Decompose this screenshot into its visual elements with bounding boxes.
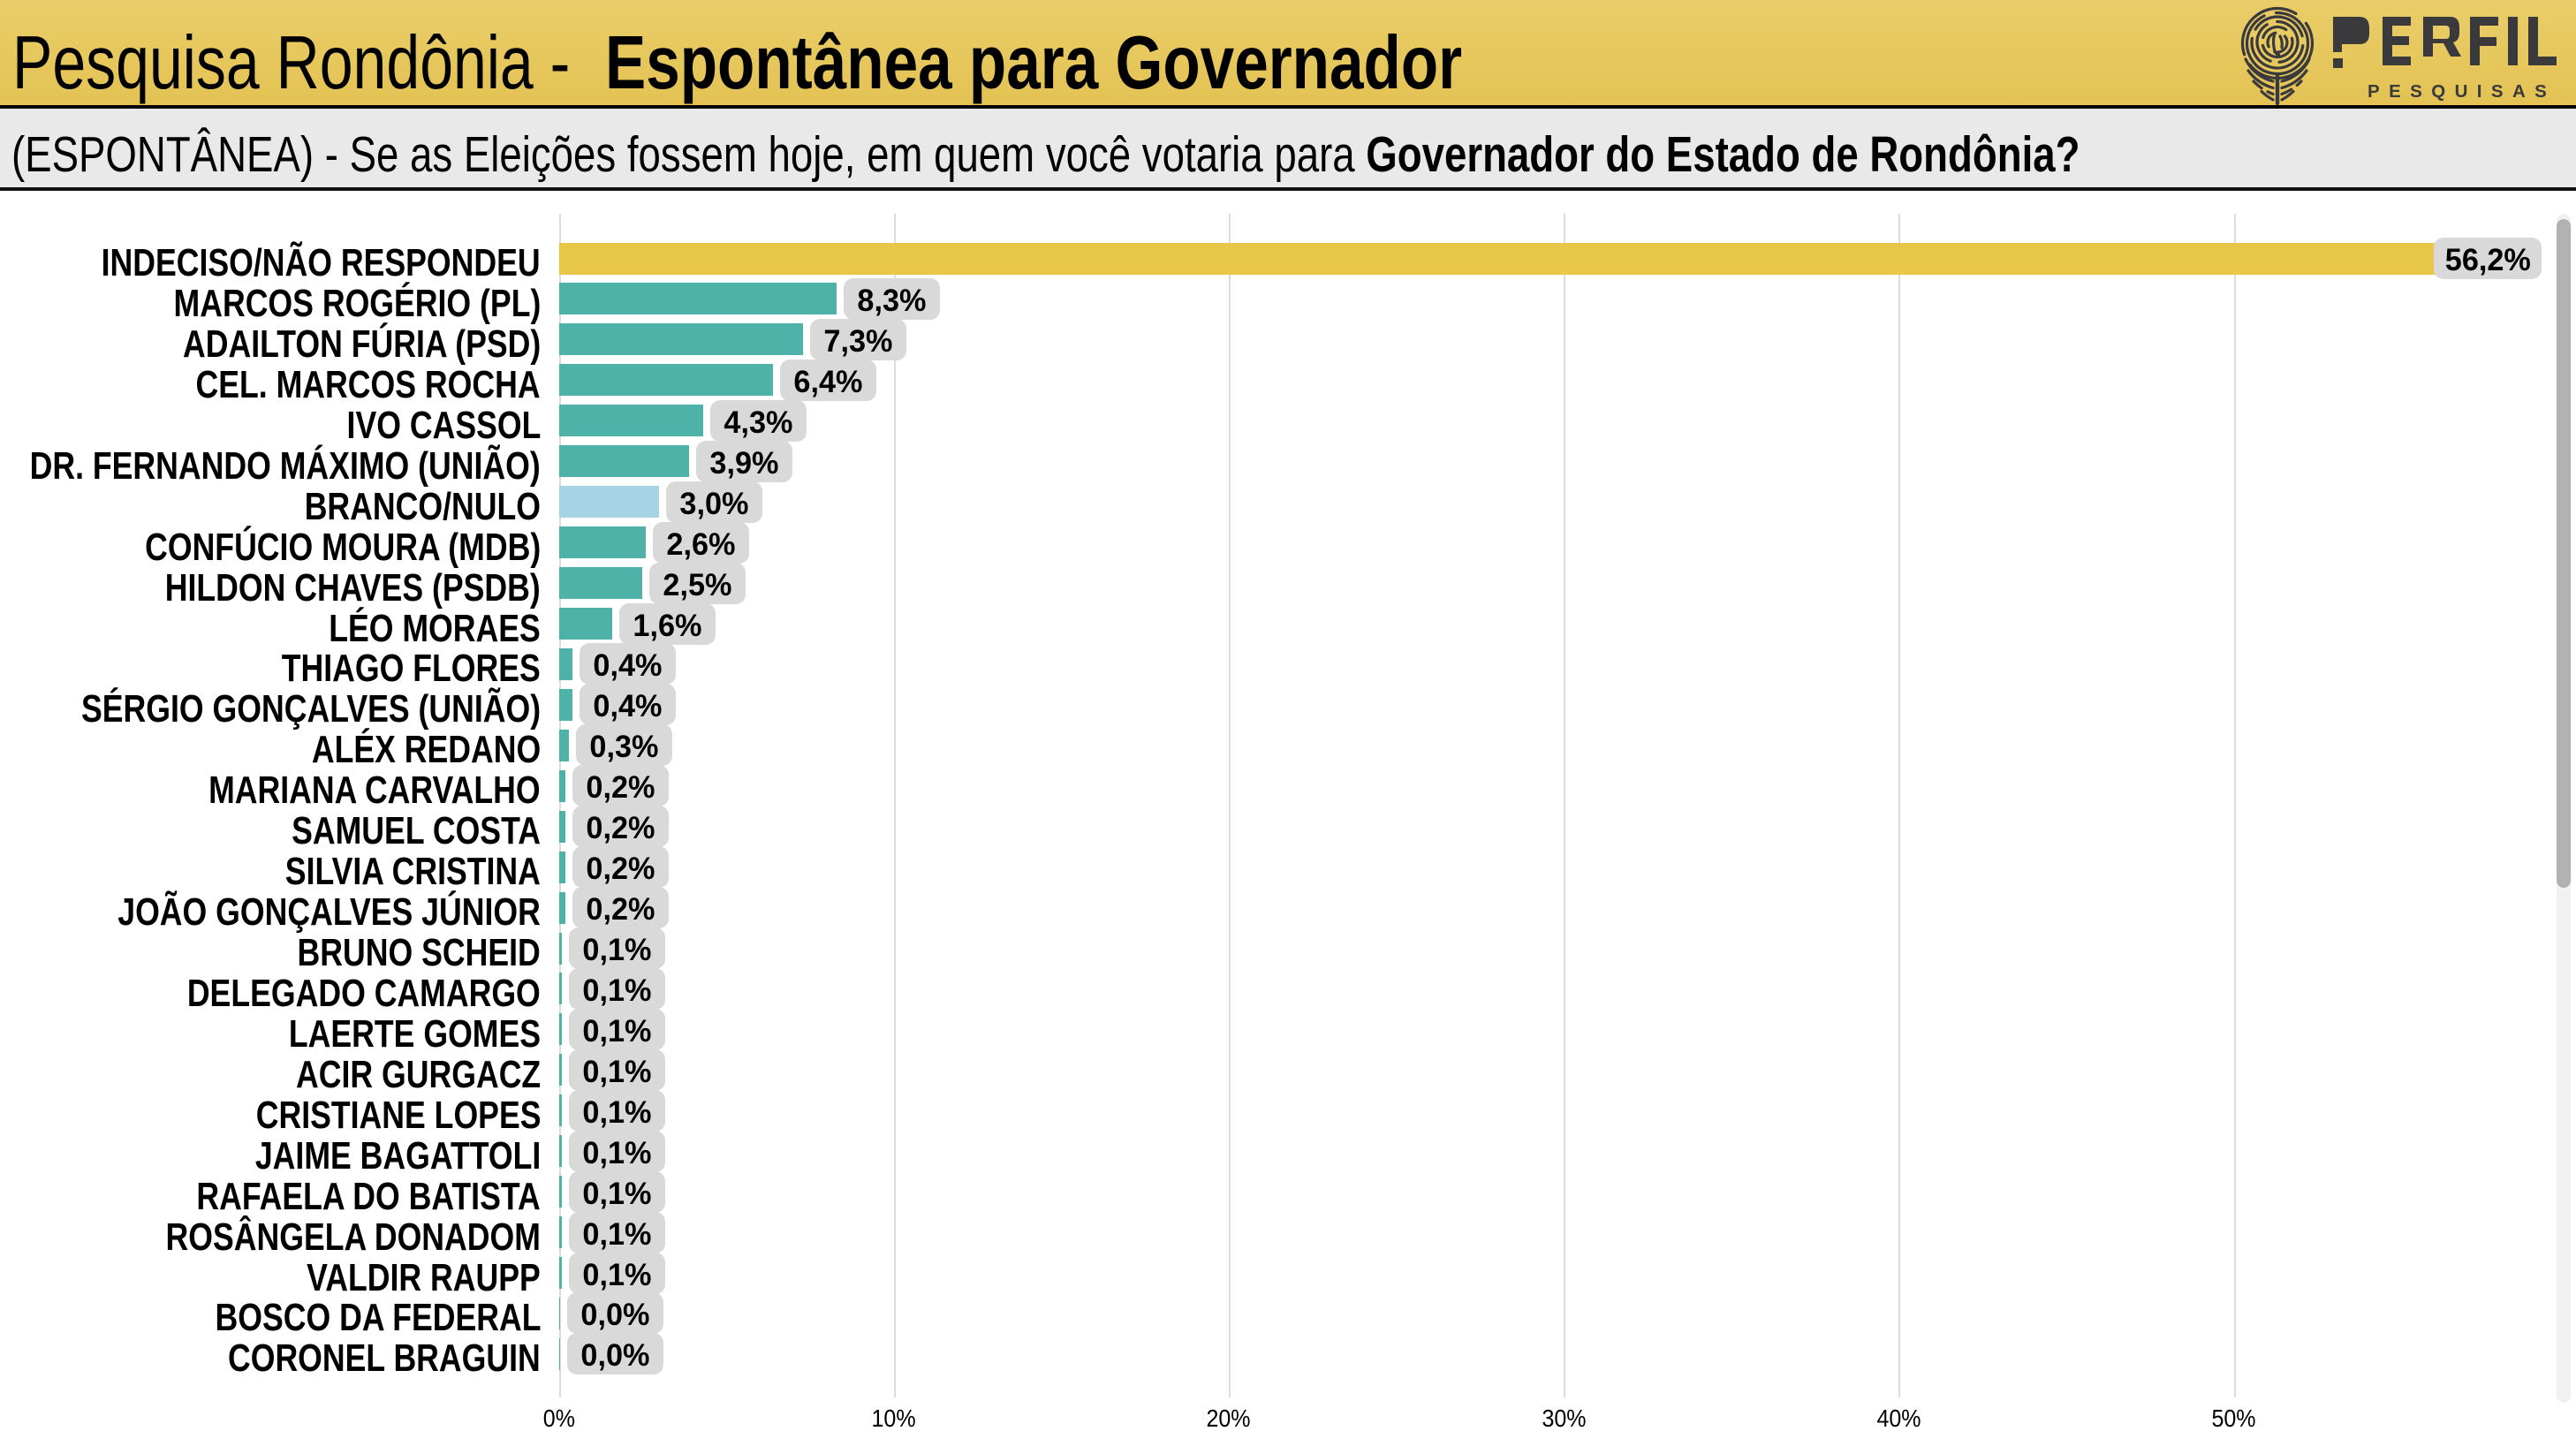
svg-text:PESQUISAS: PESQUISAS: [2368, 81, 2556, 102]
